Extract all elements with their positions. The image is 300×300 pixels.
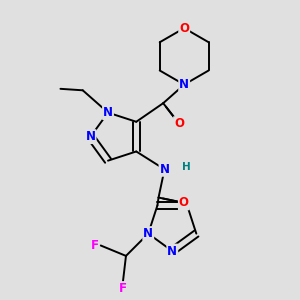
- Text: O: O: [179, 196, 189, 209]
- Text: N: N: [143, 227, 153, 240]
- Text: N: N: [85, 130, 96, 143]
- Text: N: N: [103, 106, 113, 119]
- Text: O: O: [174, 117, 184, 130]
- Text: N: N: [160, 163, 170, 176]
- Text: F: F: [119, 282, 127, 295]
- Text: O: O: [179, 22, 189, 34]
- Text: N: N: [167, 244, 177, 258]
- Text: N: N: [179, 78, 189, 91]
- Text: H: H: [182, 162, 190, 172]
- Text: F: F: [91, 239, 99, 252]
